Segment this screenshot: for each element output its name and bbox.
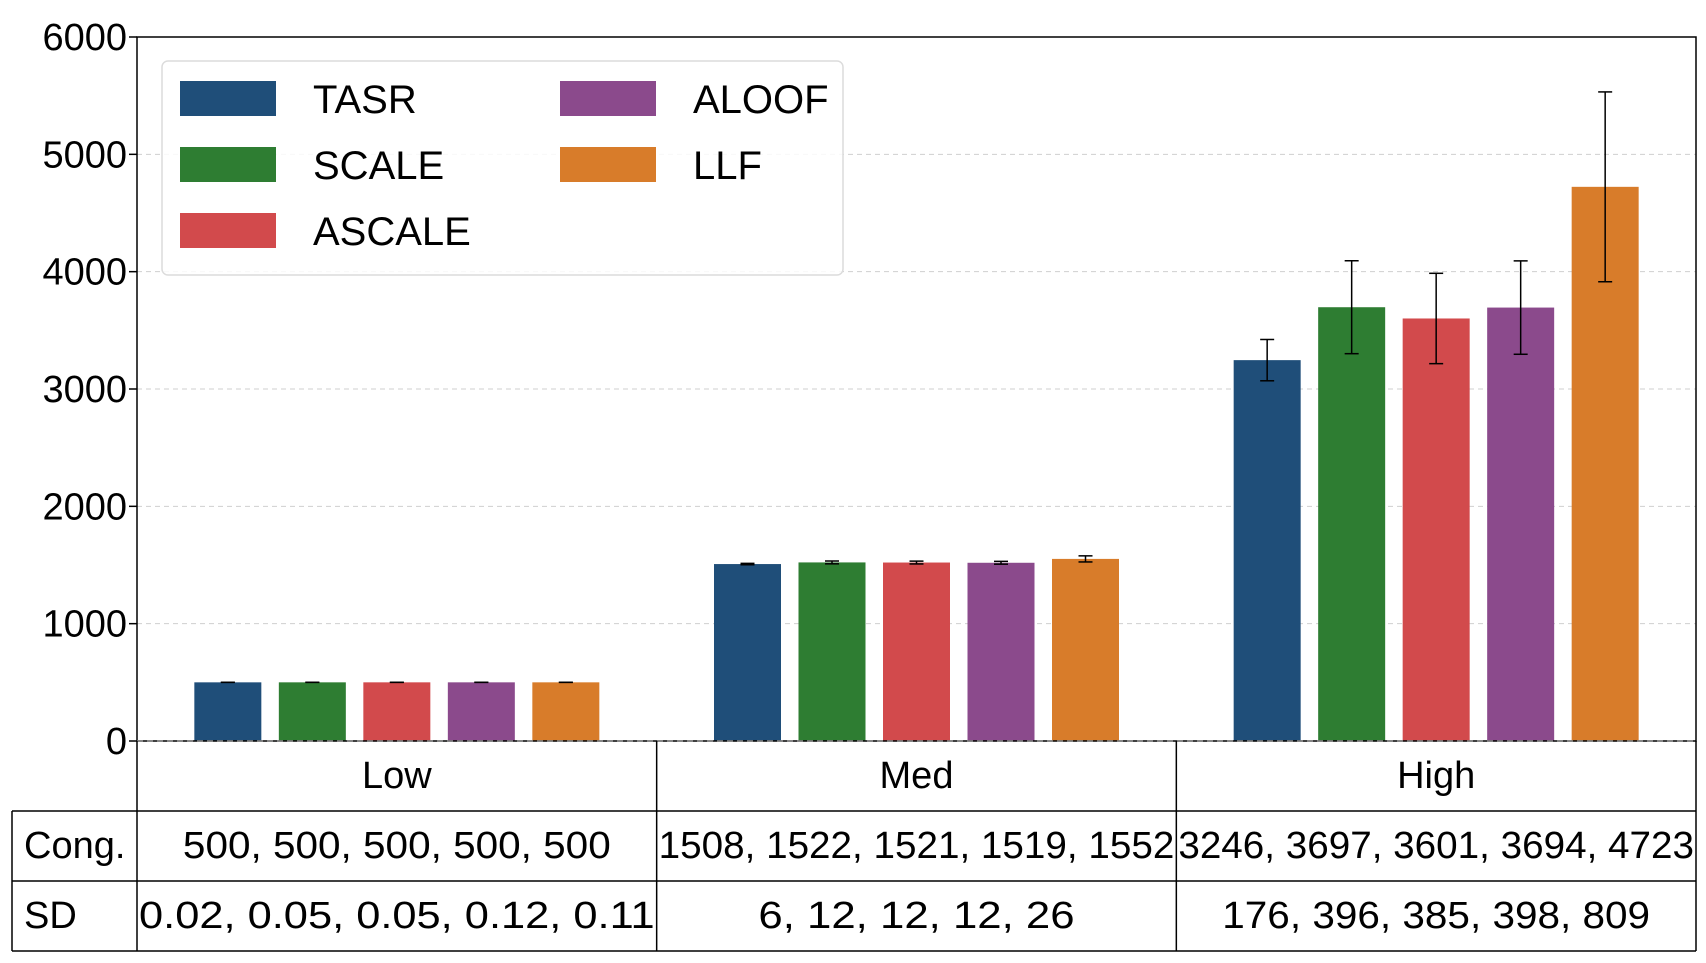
table-cell: 0.02, 0.05, 0.05, 0.12, 0.11	[139, 895, 655, 937]
y-tick-label: 0	[106, 721, 127, 763]
legend-item-ascale: ASCALE	[180, 210, 471, 254]
legend-swatch	[180, 81, 276, 116]
y-tick-label: 3000	[42, 369, 127, 411]
legend-label: ASCALE	[313, 210, 471, 254]
error-bar	[741, 563, 755, 564]
y-tick-label: 4000	[42, 252, 127, 294]
bar-ascale-med	[883, 563, 950, 741]
bar-scale-high	[1318, 307, 1385, 741]
bar-ascale-high	[1403, 318, 1470, 741]
legend-label: SCALE	[313, 144, 444, 188]
bar-ascale-low	[363, 682, 430, 741]
table-cell: 3246, 3697, 3601, 3694, 4723	[1178, 825, 1694, 867]
bar-scale-med	[799, 562, 866, 741]
y-tick-label: 1000	[42, 604, 127, 646]
bar-aloof-low	[448, 682, 515, 741]
y-tick-label: 2000	[42, 486, 127, 528]
legend-item-scale: SCALE	[180, 144, 444, 188]
category-label-high: High	[1397, 755, 1475, 797]
bar-llf-low	[532, 682, 599, 741]
legend-swatch	[560, 147, 656, 182]
legend-swatch	[180, 213, 276, 248]
category-label-med: Med	[880, 755, 954, 797]
y-tick-label: 5000	[42, 134, 127, 176]
bar-aloof-med	[968, 563, 1035, 741]
table-cell: 1508, 1522, 1521, 1519, 1552	[659, 825, 1175, 867]
data-table: Low Med High Cong. 500, 500, 500, 500, 500 15…	[12, 741, 1696, 951]
y-tick-labels: 0 1000 2000 3000 4000 5000 6000	[42, 17, 127, 763]
legend: TASR SCALE ASCALE ALOOF LLF	[162, 61, 843, 275]
table-row-label: Cong.	[24, 825, 125, 867]
bar-tasr-high	[1234, 360, 1301, 741]
error-bar	[994, 561, 1008, 564]
table-row-label: SD	[24, 895, 77, 937]
bar-scale-low	[279, 682, 346, 741]
table-cell: 6, 12, 12, 12, 26	[758, 895, 1074, 937]
table-cell: 176, 396, 385, 398, 809	[1222, 895, 1650, 937]
bar-aloof-high	[1487, 308, 1554, 741]
legend-swatch	[180, 147, 276, 182]
legend-item-aloof: ALOOF	[560, 78, 829, 122]
category-label-low: Low	[362, 755, 432, 797]
bar-tasr-low	[194, 682, 261, 741]
legend-label: LLF	[693, 144, 762, 188]
legend-label: TASR	[313, 78, 417, 122]
legend-swatch	[560, 81, 656, 116]
bar-tasr-med	[714, 564, 781, 741]
bar-llf-med	[1052, 559, 1119, 741]
table-cell: 500, 500, 500, 500, 500	[183, 825, 611, 867]
y-tick-label: 6000	[42, 17, 127, 59]
legend-label: ALOOF	[693, 78, 829, 122]
